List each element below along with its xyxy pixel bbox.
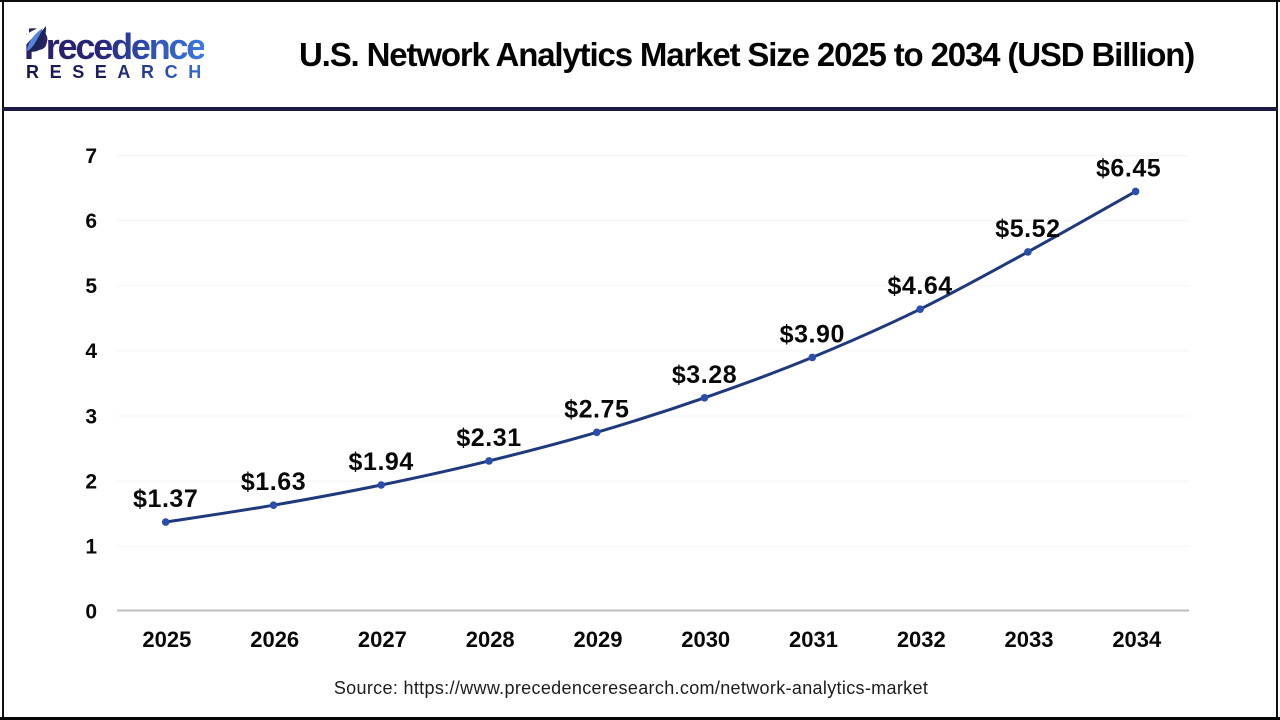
svg-text:5: 5 [85,275,97,298]
svg-text:2031: 2031 [789,627,838,652]
svg-text:$3.28: $3.28 [672,361,737,389]
svg-text:$2.75: $2.75 [564,395,629,423]
svg-text:2029: 2029 [574,627,623,652]
svg-text:2032: 2032 [897,627,946,652]
svg-text:1: 1 [85,536,97,559]
svg-text:$5.52: $5.52 [995,215,1060,243]
svg-text:$6.45: $6.45 [1096,154,1161,182]
svg-text:6: 6 [85,210,97,233]
svg-text:2028: 2028 [466,627,515,652]
svg-text:2026: 2026 [250,627,299,652]
svg-text:0: 0 [85,601,97,624]
svg-text:2025: 2025 [142,627,191,652]
svg-text:$2.31: $2.31 [456,424,521,452]
svg-text:4: 4 [85,340,97,363]
svg-text:3: 3 [85,405,97,428]
svg-text:2027: 2027 [358,627,407,652]
svg-text:2: 2 [85,470,97,493]
svg-text:$1.63: $1.63 [241,468,306,496]
svg-text:2030: 2030 [681,627,730,652]
svg-text:$4.64: $4.64 [887,272,952,300]
svg-text:2033: 2033 [1005,627,1054,652]
svg-text:2034: 2034 [1112,627,1162,652]
svg-text:$1.37: $1.37 [133,485,198,513]
svg-text:$1.94: $1.94 [349,448,414,476]
svg-text:7: 7 [85,145,97,168]
svg-text:$3.90: $3.90 [780,320,845,348]
